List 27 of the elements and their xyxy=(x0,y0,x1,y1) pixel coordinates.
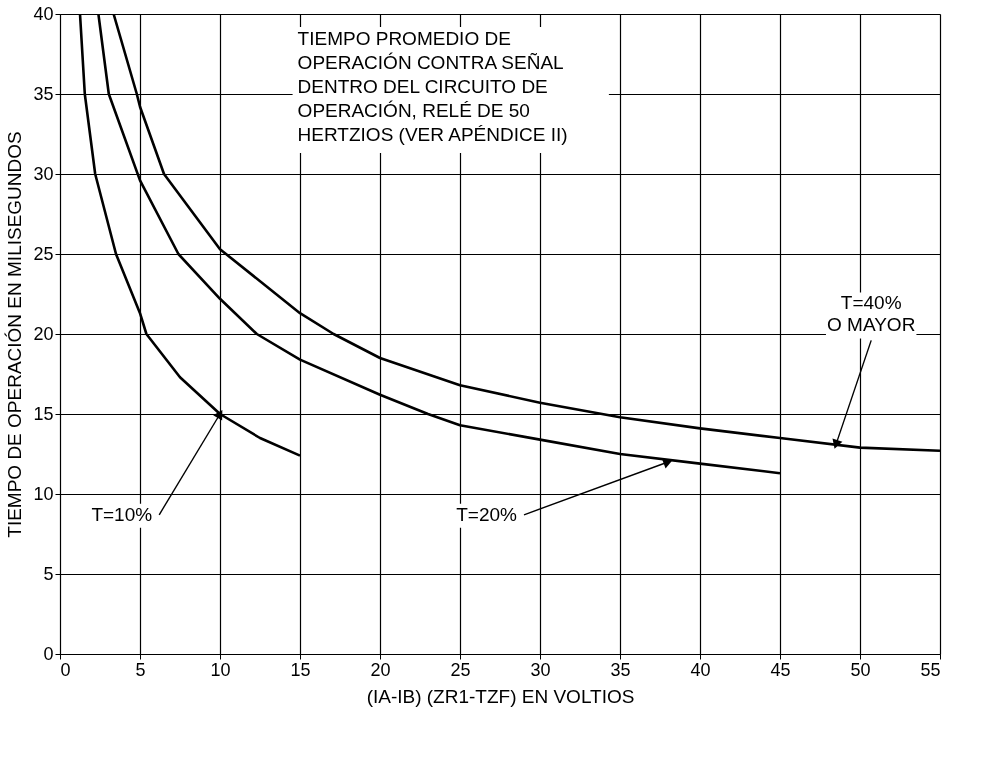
y-axis-title: TIEMPO DE OPERACIÓN EN MILISEGUNDOS xyxy=(4,131,26,538)
x-axis-title: (IA-IB) (ZR1-TZF) EN VOLTIOS xyxy=(366,685,635,707)
x-tick-label: 30 xyxy=(530,659,551,680)
y-tick-label: 15 xyxy=(33,403,54,424)
y-tick-label: 20 xyxy=(33,323,54,344)
y-tick-label: 5 xyxy=(43,563,54,584)
annotation: T=10% xyxy=(91,503,153,525)
x-tick-label: 50 xyxy=(850,659,871,680)
x-tick-label: 20 xyxy=(370,659,391,680)
y-tick-label: 25 xyxy=(33,243,54,264)
x-tick-label: 35 xyxy=(610,659,631,680)
x-tick-label: 5 xyxy=(135,659,146,680)
x-tick-label: 10 xyxy=(210,659,231,680)
x-tick-label: 45 xyxy=(770,659,791,680)
x-tick-label: 0 xyxy=(60,659,71,680)
y-tick-label: 40 xyxy=(33,3,54,24)
y-tick-label: 10 xyxy=(33,483,54,504)
x-tick-label: 25 xyxy=(450,659,471,680)
y-tick-label: 35 xyxy=(33,83,54,104)
annotation: T=40% O MAYOR xyxy=(827,292,916,336)
annotation: T=20% xyxy=(456,503,518,525)
x-tick-label: 15 xyxy=(290,659,311,680)
y-tick-label: 0 xyxy=(43,643,54,664)
annotation: TIEMPO PROMEDIO DE OPERACIÓN CONTRA SEÑAL DENTRO DEL CIRCUITO DE OPERACIÓN, RELÉ DE 50 HERTZIOS (VER APÉNDICE II) xyxy=(297,28,568,145)
x-tick-label: 40 xyxy=(690,659,711,680)
y-tick-label: 30 xyxy=(33,163,54,184)
x-tick-label: 55 xyxy=(920,659,941,680)
